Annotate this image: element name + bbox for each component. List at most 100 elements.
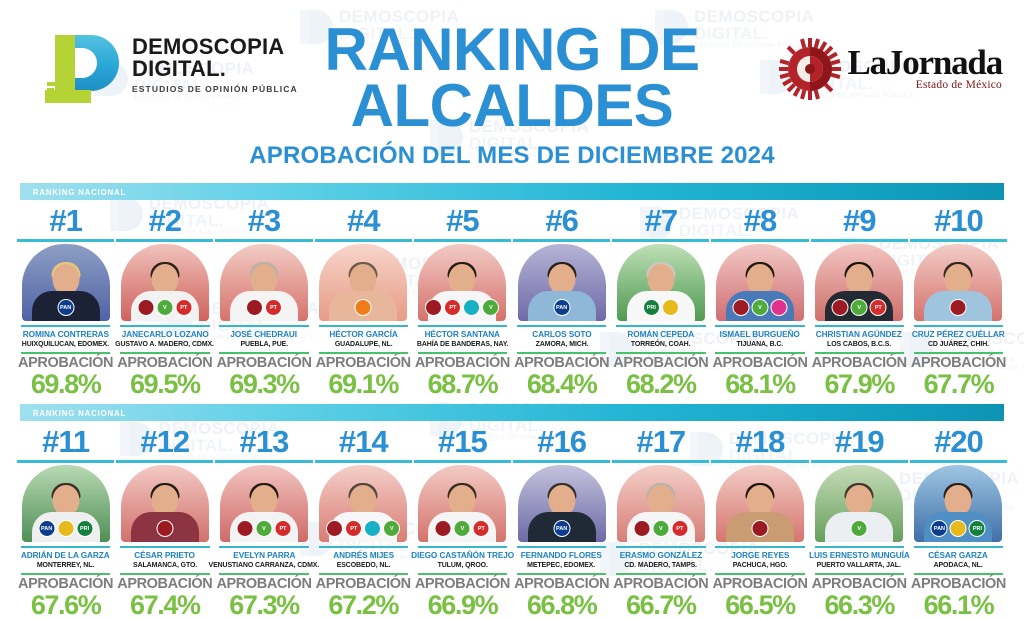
party-badges: PT V xyxy=(326,520,401,537)
party-badge-pna xyxy=(364,520,382,537)
candidate-name: ISMAEL BURGUEÑO xyxy=(720,329,801,339)
candidate-photo[interactable]: PRI xyxy=(616,244,705,321)
party-badges: PAN PRI xyxy=(38,520,94,537)
candidate-photo[interactable]: V PT xyxy=(418,465,507,542)
candidate-photo[interactable]: V PT xyxy=(220,465,308,542)
party-badge-verde: V xyxy=(383,520,401,537)
candidate-photo[interactable]: V PT xyxy=(120,244,209,321)
ranking-entry[interactable]: #4 HÉCTOR GARCÍA GUADALUPE, NL. APROBACIÓN 6… xyxy=(314,200,413,398)
ranking-entry[interactable]: #9 V PT CHRISTIAN AGÚNDEZ LOS CABOS, B.C.S. A… xyxy=(810,200,909,398)
candidate-photo[interactable] xyxy=(716,465,805,542)
party-badge-verde: V xyxy=(850,299,868,316)
approval-divider xyxy=(814,573,904,576)
candidate-photo[interactable]: PT xyxy=(220,244,308,321)
ranking-entry[interactable]: #12 CÉSAR PRIETO SALAMANCA, GTO. APROBACIÓN… xyxy=(115,421,214,619)
approval-divider xyxy=(913,352,1004,355)
portrait-head xyxy=(448,485,476,516)
lajornada-logo: LaJornada Estado de México xyxy=(779,38,1003,100)
party-badge-morena xyxy=(949,299,967,316)
candidate-photo[interactable]: PT V xyxy=(319,465,408,542)
ranking-entry[interactable]: #15 V PT DIEGO CASTAÑÓN TREJO TULUM, QROO. AP… xyxy=(411,421,514,619)
candidate-photo[interactable]: V xyxy=(716,244,805,321)
ranking-entry[interactable]: #8 V ISMAEL BURGUEÑO TIJUANA, B.C. APROBACIÓ… xyxy=(710,200,809,398)
rank-divider xyxy=(711,460,809,463)
approval-divider xyxy=(715,573,805,576)
rank-number: #7 xyxy=(644,203,678,238)
ranking-entry[interactable]: #18 JORGE REYES PACHUCA, HGO. APROBACIÓN 66.… xyxy=(710,421,809,619)
approval-label: APROBACIÓN xyxy=(613,355,709,372)
candidate-location: APODACA, NL. xyxy=(933,560,983,570)
ranking-entry[interactable]: #10 CRUZ PÉREZ CUÉLLAR CD JUÁREZ, CHIH. APR… xyxy=(909,200,1008,398)
candidate-photo[interactable]: PAN xyxy=(517,465,606,542)
ranking-entry[interactable]: #7 PRI ROMÁN CEPEDA TORREÓN, COAH. APROBACIÓ… xyxy=(611,200,710,398)
party-badges: PAN xyxy=(57,299,75,316)
name-divider xyxy=(219,546,309,548)
ranking-entry[interactable]: #19 V LUIS ERNESTO MUNGUÍA PUERTO VALLARTA,… xyxy=(808,421,910,620)
ranking-entry[interactable]: #2 V PT JANECARLO LOZANO GUSTAVO A. MADERO, … xyxy=(115,200,214,398)
ranking-entry[interactable]: #5 PT V HÉCTOR SANTANA BAHÍA DE BANDERAS, NA… xyxy=(413,200,512,398)
rank-divider xyxy=(513,239,611,242)
party-badges: PAN PRI xyxy=(930,520,986,537)
party-badge-pt: PT xyxy=(175,299,193,316)
candidate-photo[interactable] xyxy=(319,244,408,321)
rank-number: #13 xyxy=(239,424,290,459)
candidate-photo[interactable]: PAN xyxy=(517,244,606,321)
party-badge-pan: PAN xyxy=(57,299,75,316)
ranking-entry[interactable]: #20 PAN PRI CÉSAR GARZA APODACA, NL. APROBACI… xyxy=(909,421,1008,619)
candidate-photo[interactable]: PAN PRI xyxy=(914,465,1003,542)
party-badge-morena xyxy=(236,520,254,537)
candidate-photo[interactable]: V PT xyxy=(815,244,904,321)
rank-number: #16 xyxy=(537,424,587,459)
party-badges: V PT xyxy=(137,299,193,316)
approval-divider xyxy=(20,352,111,355)
approval-divider xyxy=(814,352,904,355)
approval-divider xyxy=(417,573,508,576)
candidate-name: ROMINA CONTRERAS xyxy=(22,329,109,339)
ranking-entry[interactable]: #16 PAN FERNANDO FLORES METEPEC, EDOMEX. APR… xyxy=(512,421,611,619)
ranking-entry[interactable]: #3 PT JOSÉ CHEDRAUI PUEBLA, PUE. APROBACIÓN 6… xyxy=(214,200,313,398)
rank-number: #12 xyxy=(140,424,190,459)
approval-label: APROBACIÓN xyxy=(117,576,213,593)
band-label: RANKING NACIONAL xyxy=(32,186,127,197)
ranking-entry[interactable]: #14 PT V ANDRÉS MIJES ESCOBEDO, NL. APROBACIÓ… xyxy=(314,421,413,619)
title-line-1: RANKING DE xyxy=(324,16,700,83)
portrait-head xyxy=(151,485,179,516)
approval-divider xyxy=(417,352,508,355)
title-block: RANKING DE ALCALDES APROBACIÓN DEL MES D… xyxy=(0,16,1024,170)
ranking-entry[interactable]: #11 PAN PRI ADRIÁN DE LA GARZA MONTERREY, NL… xyxy=(16,421,115,619)
candidate-photo[interactable] xyxy=(914,244,1003,321)
approval-percent: 66.1% xyxy=(923,589,995,620)
name-divider xyxy=(814,546,904,548)
approval-percent: 66.3% xyxy=(824,589,895,620)
ranking-entry[interactable]: #13 V PT EVELYN PARRA VENUSTIANO CARRANZA, C… xyxy=(209,421,320,619)
approval-divider xyxy=(516,352,607,355)
candidate-name: JORGE REYES xyxy=(730,550,790,560)
lajornada-name: LaJornada xyxy=(847,43,1003,83)
rank-number: #2 xyxy=(148,203,182,238)
candidate-photo[interactable]: PAN PRI xyxy=(21,465,110,542)
candidate-name: HÉCTOR SANTANA xyxy=(424,329,501,339)
ranking-entry[interactable]: #1 PAN ROMINA CONTRERAS HUIXQUILUCAN, EDOME… xyxy=(16,200,115,398)
party-badge-pan: PAN xyxy=(553,299,571,316)
approval-label: APROBACIÓN xyxy=(910,355,1006,372)
ranking-entry[interactable]: #6 PAN CARLOS SOTO ZAMORA, MICH. APROBACIÓN 6… xyxy=(512,200,611,398)
party-badge-pt xyxy=(770,299,788,316)
candidate-location: TORREÓN, COAH. xyxy=(631,339,691,349)
candidate-photo[interactable] xyxy=(120,465,209,542)
rank-divider xyxy=(17,460,115,463)
rank-divider xyxy=(314,239,412,242)
ranking-rows: RANKING NACIONAL #1 PAN ROMINA CONTRERAS HUI… xyxy=(0,183,1024,621)
candidate-photo[interactable]: PT V xyxy=(418,244,507,321)
candidate-photo[interactable]: V PT xyxy=(616,465,705,542)
name-divider xyxy=(516,325,607,327)
party-badge-morena xyxy=(156,520,174,537)
candidate-photo[interactable]: V xyxy=(815,465,904,542)
candidate-name: LUIS ERNESTO MUNGUÍA xyxy=(808,550,910,560)
demoscopia-name-line1: DEMOSCOPIA xyxy=(132,34,285,59)
party-badges: V PT xyxy=(434,520,490,537)
name-divider xyxy=(417,325,508,327)
candidate-photo[interactable]: PAN xyxy=(21,244,110,321)
candidate-location: PUEBLA, PUE. xyxy=(240,339,288,349)
approval-label: APROBACIÓN xyxy=(414,576,510,593)
ranking-entry[interactable]: #17 V PT ERASMO GONZÁLEZ CD. MADERO, TAMPS. A… xyxy=(611,421,710,619)
